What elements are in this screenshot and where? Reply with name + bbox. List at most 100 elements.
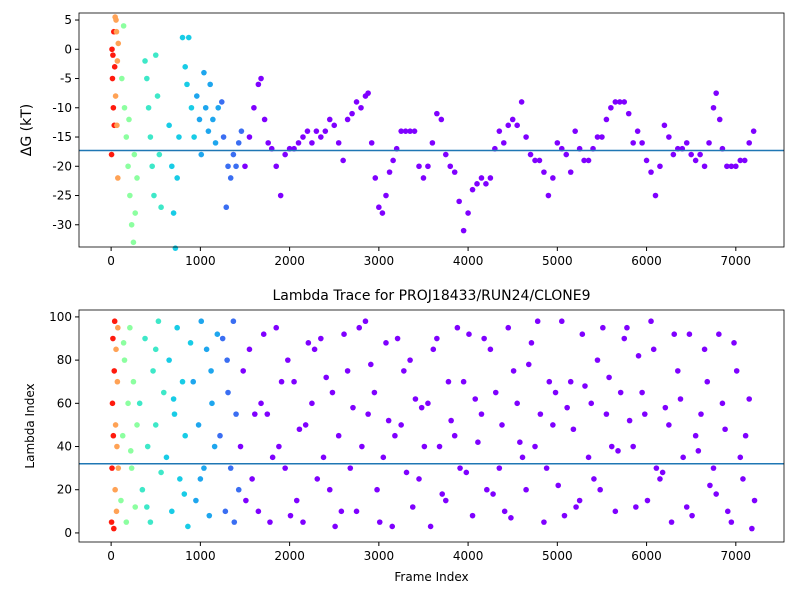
point <box>349 110 355 117</box>
point <box>567 378 574 385</box>
point <box>128 221 135 228</box>
y-tick-label: 100 <box>49 310 72 324</box>
point <box>139 486 146 493</box>
point <box>434 335 440 342</box>
point <box>114 58 121 64</box>
point <box>185 34 192 41</box>
point <box>196 116 203 123</box>
point <box>258 75 264 82</box>
point <box>416 476 422 482</box>
point <box>429 140 436 146</box>
point <box>677 396 684 402</box>
point <box>407 128 413 134</box>
point <box>451 432 458 439</box>
point <box>541 169 547 175</box>
point <box>728 519 735 525</box>
point <box>716 331 722 337</box>
point <box>599 134 605 140</box>
point <box>648 318 654 325</box>
point <box>368 140 375 146</box>
x-tick-label: 0 <box>107 549 115 563</box>
x-tick-label: 5000 <box>542 549 573 563</box>
point <box>421 443 428 450</box>
point <box>261 116 268 123</box>
point <box>251 104 257 111</box>
point <box>617 389 624 396</box>
point <box>329 389 336 396</box>
point <box>500 140 507 146</box>
point <box>350 404 356 411</box>
point <box>386 169 393 175</box>
point <box>716 116 723 123</box>
point <box>198 151 205 158</box>
point <box>131 151 138 158</box>
point <box>132 210 139 216</box>
point <box>132 504 139 510</box>
point <box>185 523 191 530</box>
point <box>233 411 239 417</box>
point <box>630 140 636 146</box>
point <box>166 357 172 363</box>
point <box>570 426 577 433</box>
point <box>235 486 242 493</box>
point <box>142 58 148 64</box>
point <box>550 175 556 181</box>
point <box>109 400 116 407</box>
point <box>311 346 318 353</box>
point <box>110 335 116 342</box>
point <box>156 151 163 158</box>
point <box>235 140 242 146</box>
point <box>219 335 226 342</box>
point <box>231 519 238 525</box>
point <box>707 482 713 489</box>
point <box>483 181 489 187</box>
point <box>536 157 543 164</box>
point <box>474 181 480 187</box>
point <box>389 523 396 530</box>
point <box>630 443 636 450</box>
point <box>111 64 118 70</box>
point <box>657 163 663 170</box>
point <box>362 318 369 325</box>
point <box>144 443 151 450</box>
point <box>418 404 425 411</box>
point <box>147 519 154 525</box>
point <box>195 422 202 428</box>
point <box>211 443 218 450</box>
point <box>379 210 386 216</box>
x-axis-label: Frame Index <box>394 570 468 584</box>
point <box>110 104 117 111</box>
x-tick-label: 1000 <box>185 549 216 563</box>
point <box>487 175 494 181</box>
point <box>191 134 197 140</box>
point <box>197 476 204 482</box>
point <box>304 128 311 134</box>
point <box>639 389 645 396</box>
point <box>683 504 690 510</box>
point <box>563 151 570 158</box>
point <box>425 400 431 407</box>
point <box>648 169 654 175</box>
point <box>456 198 462 205</box>
point <box>158 469 164 476</box>
axes-frame <box>78 309 785 543</box>
point <box>273 324 280 331</box>
point <box>109 465 115 471</box>
x-tick-label: 2000 <box>274 254 305 268</box>
point <box>120 340 127 346</box>
point <box>675 368 681 374</box>
point <box>487 346 494 353</box>
point <box>701 163 708 170</box>
point <box>265 140 271 146</box>
point <box>552 389 559 396</box>
point <box>335 432 342 439</box>
point <box>731 340 737 346</box>
point <box>737 157 744 164</box>
point <box>442 151 449 158</box>
point <box>478 175 485 181</box>
point <box>608 104 614 111</box>
x-tick-label: 6000 <box>631 254 662 268</box>
point <box>358 104 364 111</box>
y-tick-label: 5 <box>64 13 72 27</box>
point <box>710 104 717 111</box>
